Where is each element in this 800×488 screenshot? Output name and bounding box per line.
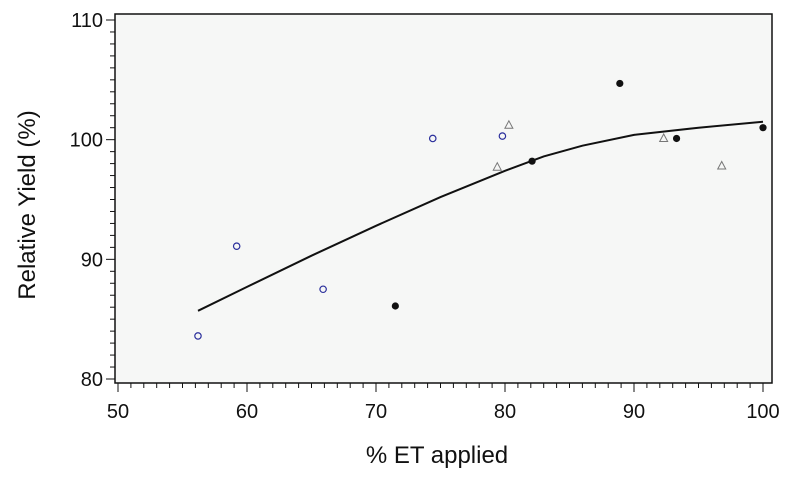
open-circle-point (194, 332, 202, 340)
x-tick-label: 60 (236, 401, 258, 423)
x-tick-label: 100 (746, 401, 779, 423)
open-circle-point (232, 242, 241, 250)
open-circle-point (319, 285, 327, 294)
y-tick-label: 110 (71, 10, 103, 32)
triangle-point (504, 119, 514, 129)
triangle-point (716, 160, 727, 170)
filled-circle-point (616, 79, 624, 88)
x-tick-label: 50 (107, 401, 129, 423)
filled-circle-point (759, 124, 767, 132)
triangle-point (658, 132, 669, 142)
y-tick-label: 100 (70, 130, 103, 152)
x-tick-label: 90 (623, 401, 645, 423)
x-tick-label: 70 (365, 401, 387, 423)
y-axis-title: Relative Yield (%) (14, 110, 41, 299)
open-circle-point (428, 134, 437, 143)
open-circle-point (498, 132, 507, 140)
series-layer (194, 79, 767, 340)
triangle-point (492, 161, 503, 171)
x-axis-title: % ET applied (366, 442, 508, 469)
axes: 50 60 70 80 90 100 80 90 100 110 (70, 10, 780, 423)
x-tick-label: 80 (494, 401, 516, 423)
filled-circle-point (391, 302, 399, 310)
filled-circle-point (672, 134, 681, 143)
plot-area (114, 13, 773, 384)
y-tick-label: 80 (81, 369, 103, 391)
y-tick-label: 90 (81, 249, 103, 271)
fitted-curve (197, 120, 764, 312)
